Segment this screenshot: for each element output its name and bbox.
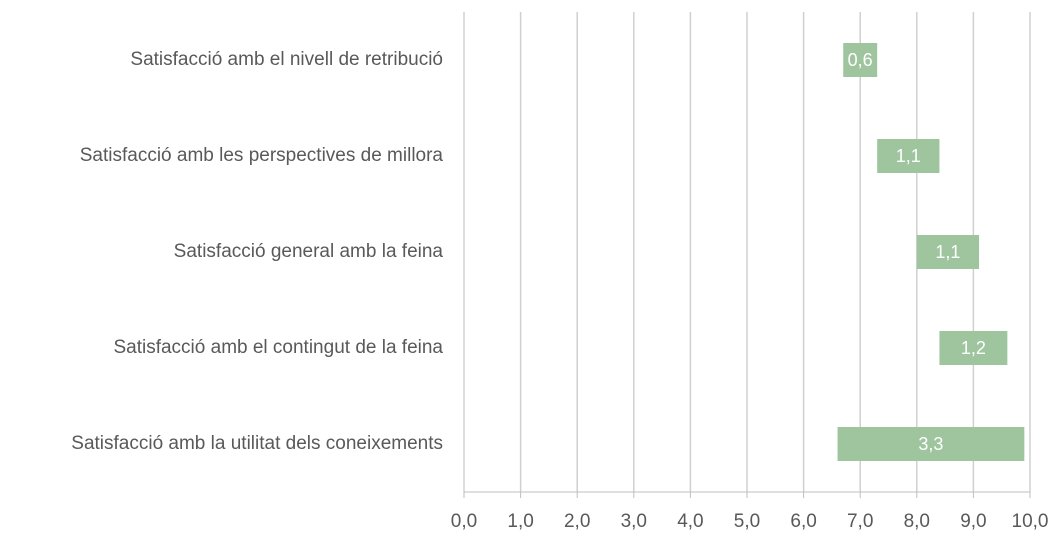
x-tick-label: 0,0 (451, 511, 477, 532)
x-tick-label: 2,0 (564, 511, 590, 532)
category-label: Satisfacció amb les perspectives de mill… (80, 145, 444, 166)
x-tick-label: 8,0 (904, 511, 930, 532)
x-tick-label: 6,0 (790, 511, 816, 532)
x-tick-label: 10,0 (1012, 511, 1049, 532)
x-tick-label: 7,0 (847, 511, 873, 532)
x-tick-label: 4,0 (677, 511, 703, 532)
value-label: 3,3 (918, 434, 943, 454)
bar (843, 43, 878, 77)
bar-offset (464, 139, 877, 173)
x-tick-label: 5,0 (734, 511, 760, 532)
bar (837, 427, 1025, 461)
value-label: 1,1 (935, 242, 960, 262)
value-label: 0,6 (848, 50, 873, 70)
category-label: Satisfacció amb el contingut de la feina (113, 337, 443, 358)
bar-offset (464, 331, 939, 365)
x-tick-label: 9,0 (960, 511, 986, 532)
x-tick-label: 1,0 (507, 511, 533, 532)
x-tick-label: 3,0 (621, 511, 647, 532)
category-label: Satisfacció amb la utilitat dels coneixe… (71, 433, 443, 454)
value-label: 1,2 (961, 338, 986, 358)
category-label: Satisfacció amb el nivell de retribució (130, 49, 443, 70)
bar (877, 139, 940, 173)
value-label: 1,1 (896, 146, 921, 166)
bar (939, 331, 1008, 365)
category-label: Satisfacció general amb la feina (174, 241, 444, 262)
bar (916, 235, 980, 269)
